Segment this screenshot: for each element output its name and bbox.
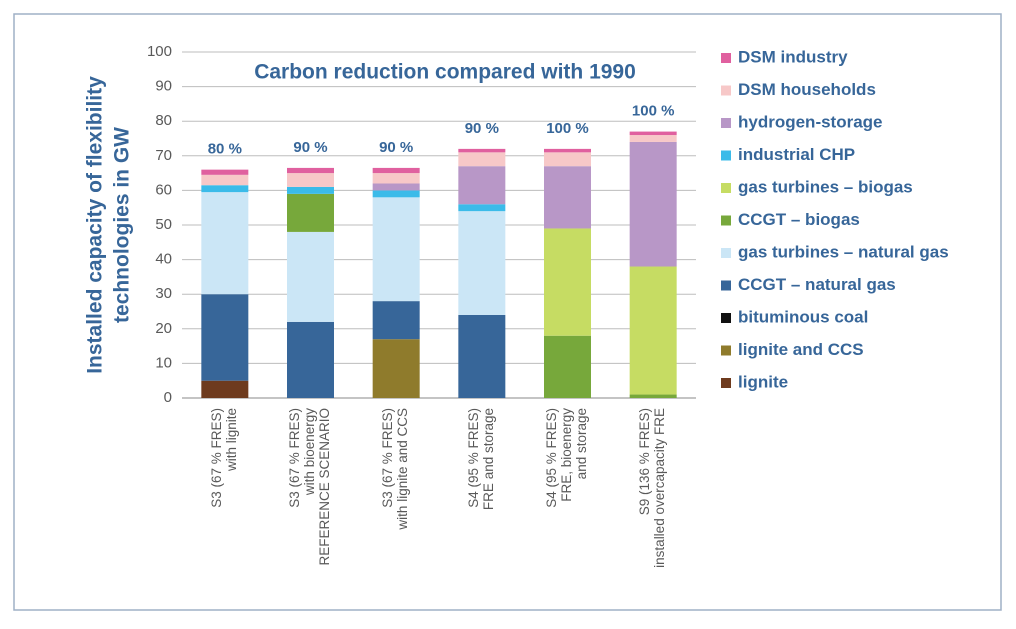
x-tick-label: S3 (67 % FRES) bbox=[287, 408, 302, 508]
x-tick-label: S3 (67 % FRES) bbox=[209, 408, 224, 508]
legend-label: CCGT – biogas bbox=[738, 210, 860, 229]
x-tick-label: REFERENCE SCENARIO bbox=[317, 408, 332, 566]
bar-segment bbox=[201, 169, 249, 175]
bar-segment bbox=[372, 197, 420, 302]
legend-swatch bbox=[721, 53, 731, 63]
bar-segment bbox=[372, 173, 420, 184]
legend-label: hydrogen-storage bbox=[738, 112, 883, 131]
y-tick-label: 100 bbox=[147, 43, 172, 60]
y-tick-label: 20 bbox=[155, 320, 172, 337]
legend-label: industrial CHP bbox=[738, 145, 855, 164]
chart-title: Carbon reduction compared with 1990 bbox=[254, 61, 636, 84]
legend-swatch bbox=[721, 378, 731, 388]
x-tick-label: S3 (67 % FRES) bbox=[380, 408, 395, 508]
bar-segment bbox=[287, 193, 334, 232]
bar-segment bbox=[544, 148, 591, 153]
legend-label: lignite and CCS bbox=[738, 340, 864, 359]
bar-segment bbox=[458, 166, 506, 205]
x-tick-label: with lignite bbox=[224, 408, 239, 472]
bar-segment bbox=[201, 185, 249, 193]
bar-segment bbox=[458, 152, 506, 167]
bar-segment bbox=[201, 174, 249, 186]
x-tick-label: installed overcapacity FRE bbox=[652, 408, 667, 568]
bar-segment bbox=[544, 228, 591, 336]
legend-swatch bbox=[721, 248, 731, 258]
y-tick-label: 40 bbox=[155, 251, 172, 268]
legend-swatch bbox=[721, 215, 731, 226]
y-tick-label: 30 bbox=[155, 285, 172, 302]
legend-swatch bbox=[721, 345, 731, 356]
x-tick-label: with bioenergy bbox=[302, 408, 317, 496]
frame bbox=[13, 13, 1002, 611]
x-tick-label: FRE, bioenergy bbox=[559, 408, 574, 502]
bar-segment bbox=[458, 211, 506, 315]
legend-label: DSM households bbox=[738, 80, 876, 99]
y-axis-label: technologies in GW bbox=[111, 127, 134, 323]
legend-swatch bbox=[721, 183, 731, 193]
bar-segment bbox=[372, 183, 420, 191]
legend-label: gas turbines – natural gas bbox=[738, 242, 949, 261]
bar-segment bbox=[372, 339, 420, 398]
y-axis-label: Installed capacity of flexibility bbox=[84, 76, 107, 374]
bar-segment bbox=[458, 148, 506, 153]
bar-annotation: 100 % bbox=[632, 103, 675, 120]
y-tick-label: 90 bbox=[155, 78, 172, 95]
y-tick-label: 70 bbox=[155, 147, 172, 164]
bar-segment bbox=[201, 380, 249, 398]
x-tick-label: S4 (95 % FRES) bbox=[466, 408, 481, 508]
bar-segment bbox=[629, 141, 677, 267]
legend-swatch bbox=[721, 118, 731, 128]
bar-segment bbox=[201, 192, 249, 295]
bar-annotation: 100 % bbox=[546, 120, 589, 137]
bar-segment bbox=[629, 394, 677, 398]
legend-label: CCGT – natural gas bbox=[738, 275, 896, 294]
legend-label: DSM industry bbox=[738, 47, 848, 66]
bar-segment bbox=[372, 167, 420, 174]
legend-label: bituminous coal bbox=[738, 307, 868, 326]
legend-label: gas turbines – biogas bbox=[738, 177, 913, 196]
y-tick-label: 50 bbox=[155, 216, 172, 233]
x-tick-label: with lignite and CCS bbox=[395, 408, 410, 531]
bar-annotation: 80 % bbox=[208, 141, 242, 158]
y-tick-label: 0 bbox=[164, 389, 172, 406]
y-tick-label: 80 bbox=[155, 112, 172, 129]
legend-swatch bbox=[721, 313, 731, 323]
bar-segment bbox=[629, 131, 677, 136]
bar-segment bbox=[544, 166, 591, 229]
bar-segment bbox=[372, 301, 420, 340]
bar-annotation: 90 % bbox=[465, 120, 499, 137]
legend-swatch bbox=[721, 150, 731, 161]
bar-segment bbox=[372, 190, 420, 198]
x-tick-label: FRE and storage bbox=[481, 408, 496, 510]
bar-segment bbox=[458, 204, 506, 212]
bar-segment bbox=[629, 266, 677, 395]
bar-segment bbox=[287, 186, 334, 194]
bar-annotation: 90 % bbox=[379, 139, 413, 156]
x-tick-label: S4 (95 % FRES) bbox=[544, 408, 559, 508]
bar-segment bbox=[287, 231, 334, 322]
bar-segment bbox=[287, 167, 334, 174]
x-tick-label: and storage bbox=[574, 408, 589, 479]
bar-segment bbox=[201, 294, 249, 381]
legend-swatch bbox=[721, 85, 731, 96]
bar-segment bbox=[544, 335, 591, 398]
legend-label: lignite bbox=[738, 372, 788, 391]
bar-segment bbox=[287, 321, 334, 398]
bar-segment bbox=[544, 152, 591, 167]
bar-segment bbox=[629, 135, 677, 142]
bar-annotation: 90 % bbox=[293, 139, 327, 156]
legend-swatch bbox=[721, 280, 731, 291]
x-tick-label: S9 (136 % FRES) bbox=[637, 408, 652, 515]
y-tick-label: 60 bbox=[155, 181, 172, 198]
bar-segment bbox=[287, 173, 334, 187]
bar-segment bbox=[458, 314, 506, 398]
y-tick-label: 10 bbox=[155, 354, 172, 371]
